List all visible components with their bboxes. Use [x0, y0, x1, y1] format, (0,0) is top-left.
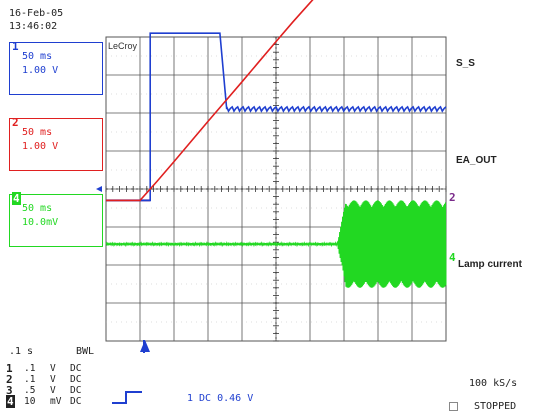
channel-2-timebase: 50 ms	[22, 127, 52, 139]
row-2-unit: V	[50, 375, 56, 385]
channel-1-box[interactable]: 1 50 ms 1.00 V	[9, 42, 103, 95]
row-1-coupling: DC	[70, 364, 81, 374]
channel-2-number: 2	[12, 116, 19, 129]
row-3-unit: V	[50, 386, 56, 396]
channel-4-scale: 10.0mV	[22, 217, 58, 229]
row-3-value: .5	[24, 386, 35, 396]
row-4-unit: mV	[50, 397, 61, 407]
stop-indicator-icon	[449, 402, 458, 411]
channel-4-number: 4	[12, 192, 21, 205]
channel-2-box[interactable]: 2 50 ms 1.00 V	[9, 118, 103, 171]
row-2-value: .1	[24, 375, 35, 385]
trigger-edge-icon	[112, 392, 142, 403]
sample-rate: 100 kS/s	[469, 378, 517, 389]
time-stamp: 13:46:02	[9, 21, 57, 32]
channel-1-timebase: 50 ms	[22, 51, 52, 63]
trigger-setting: 1 DC 0.46 V	[187, 393, 253, 404]
row-4-num: 4	[6, 395, 15, 408]
ch1-offset-marker-icon	[96, 186, 102, 192]
bandwidth-limit-label: BWL	[76, 346, 94, 357]
timebase-readout: .1 s	[9, 346, 33, 357]
trace-label-ss: S_S	[456, 58, 475, 69]
row-2-coupling: DC	[70, 375, 81, 385]
row-3-coupling: DC	[70, 386, 81, 396]
acquisition-status[interactable]: STOPPED	[474, 401, 516, 412]
row-4-value: 10	[24, 397, 35, 407]
lecroy-label: LeCroy	[108, 41, 137, 51]
channel-1-scale: 1.00 V	[22, 65, 58, 77]
trace-label-lamp-current: Lamp current	[458, 259, 522, 270]
trigger-position-arrow-stem	[143, 340, 145, 353]
date-stamp: 16-Feb-05	[9, 8, 63, 19]
channel-2-scale: 1.00 V	[22, 141, 58, 153]
trace-label-ea-out: EA_OUT	[456, 155, 497, 166]
channel-4-timebase: 50 ms	[22, 203, 52, 215]
row-1-value: .1	[24, 364, 35, 374]
channel-4-box[interactable]: 4 50 ms 10.0mV	[9, 194, 103, 247]
ch4-offset-marker: 4	[449, 252, 456, 263]
ch2-offset-marker: 2	[449, 192, 456, 203]
row-4-coupling: DC	[70, 397, 81, 407]
row-1-unit: V	[50, 364, 56, 374]
graticule	[106, 37, 446, 341]
channel-1-number: 1	[12, 40, 19, 53]
channel-row-4: 4 10 mV DC	[6, 397, 15, 408]
